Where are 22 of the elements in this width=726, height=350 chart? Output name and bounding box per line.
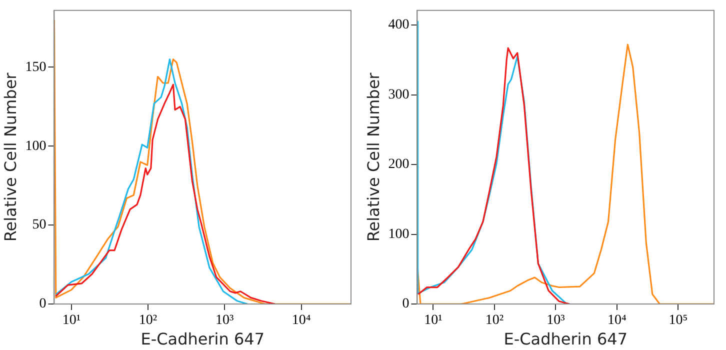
y-tick-label: 0 bbox=[402, 296, 410, 312]
x-tick-label: 10⁵ bbox=[668, 313, 688, 328]
x-tick-label: 10¹ bbox=[424, 313, 442, 328]
y-tick-label: 0 bbox=[39, 296, 46, 312]
y-axis-title: Relative Cell Number bbox=[364, 72, 383, 242]
x-tick-label: 10⁴ bbox=[607, 313, 626, 328]
y-tick-label: 150 bbox=[25, 60, 46, 75]
x-tick-label: 10³ bbox=[216, 313, 234, 328]
x-tick-label: 10⁴ bbox=[292, 313, 311, 328]
x-tick-label: 10¹ bbox=[62, 313, 81, 328]
x-axis-title: E-Cadherin 647 bbox=[504, 330, 628, 349]
x-axis-title: E-Cadherin 647 bbox=[140, 330, 264, 349]
x-tick-label: 10² bbox=[485, 313, 504, 328]
y-tick-label: 200 bbox=[388, 157, 410, 172]
x-tick-label: 10² bbox=[138, 313, 158, 328]
y-tick-label: 400 bbox=[388, 18, 410, 33]
y-tick-label: 300 bbox=[388, 87, 410, 102]
y-tick-label: 100 bbox=[388, 226, 410, 242]
y-axis-title: Relative Cell Number bbox=[0, 72, 20, 242]
y-tick-label: 100 bbox=[25, 138, 46, 154]
x-tick-label: 10³ bbox=[546, 313, 565, 328]
y-tick-label: 50 bbox=[32, 218, 46, 233]
